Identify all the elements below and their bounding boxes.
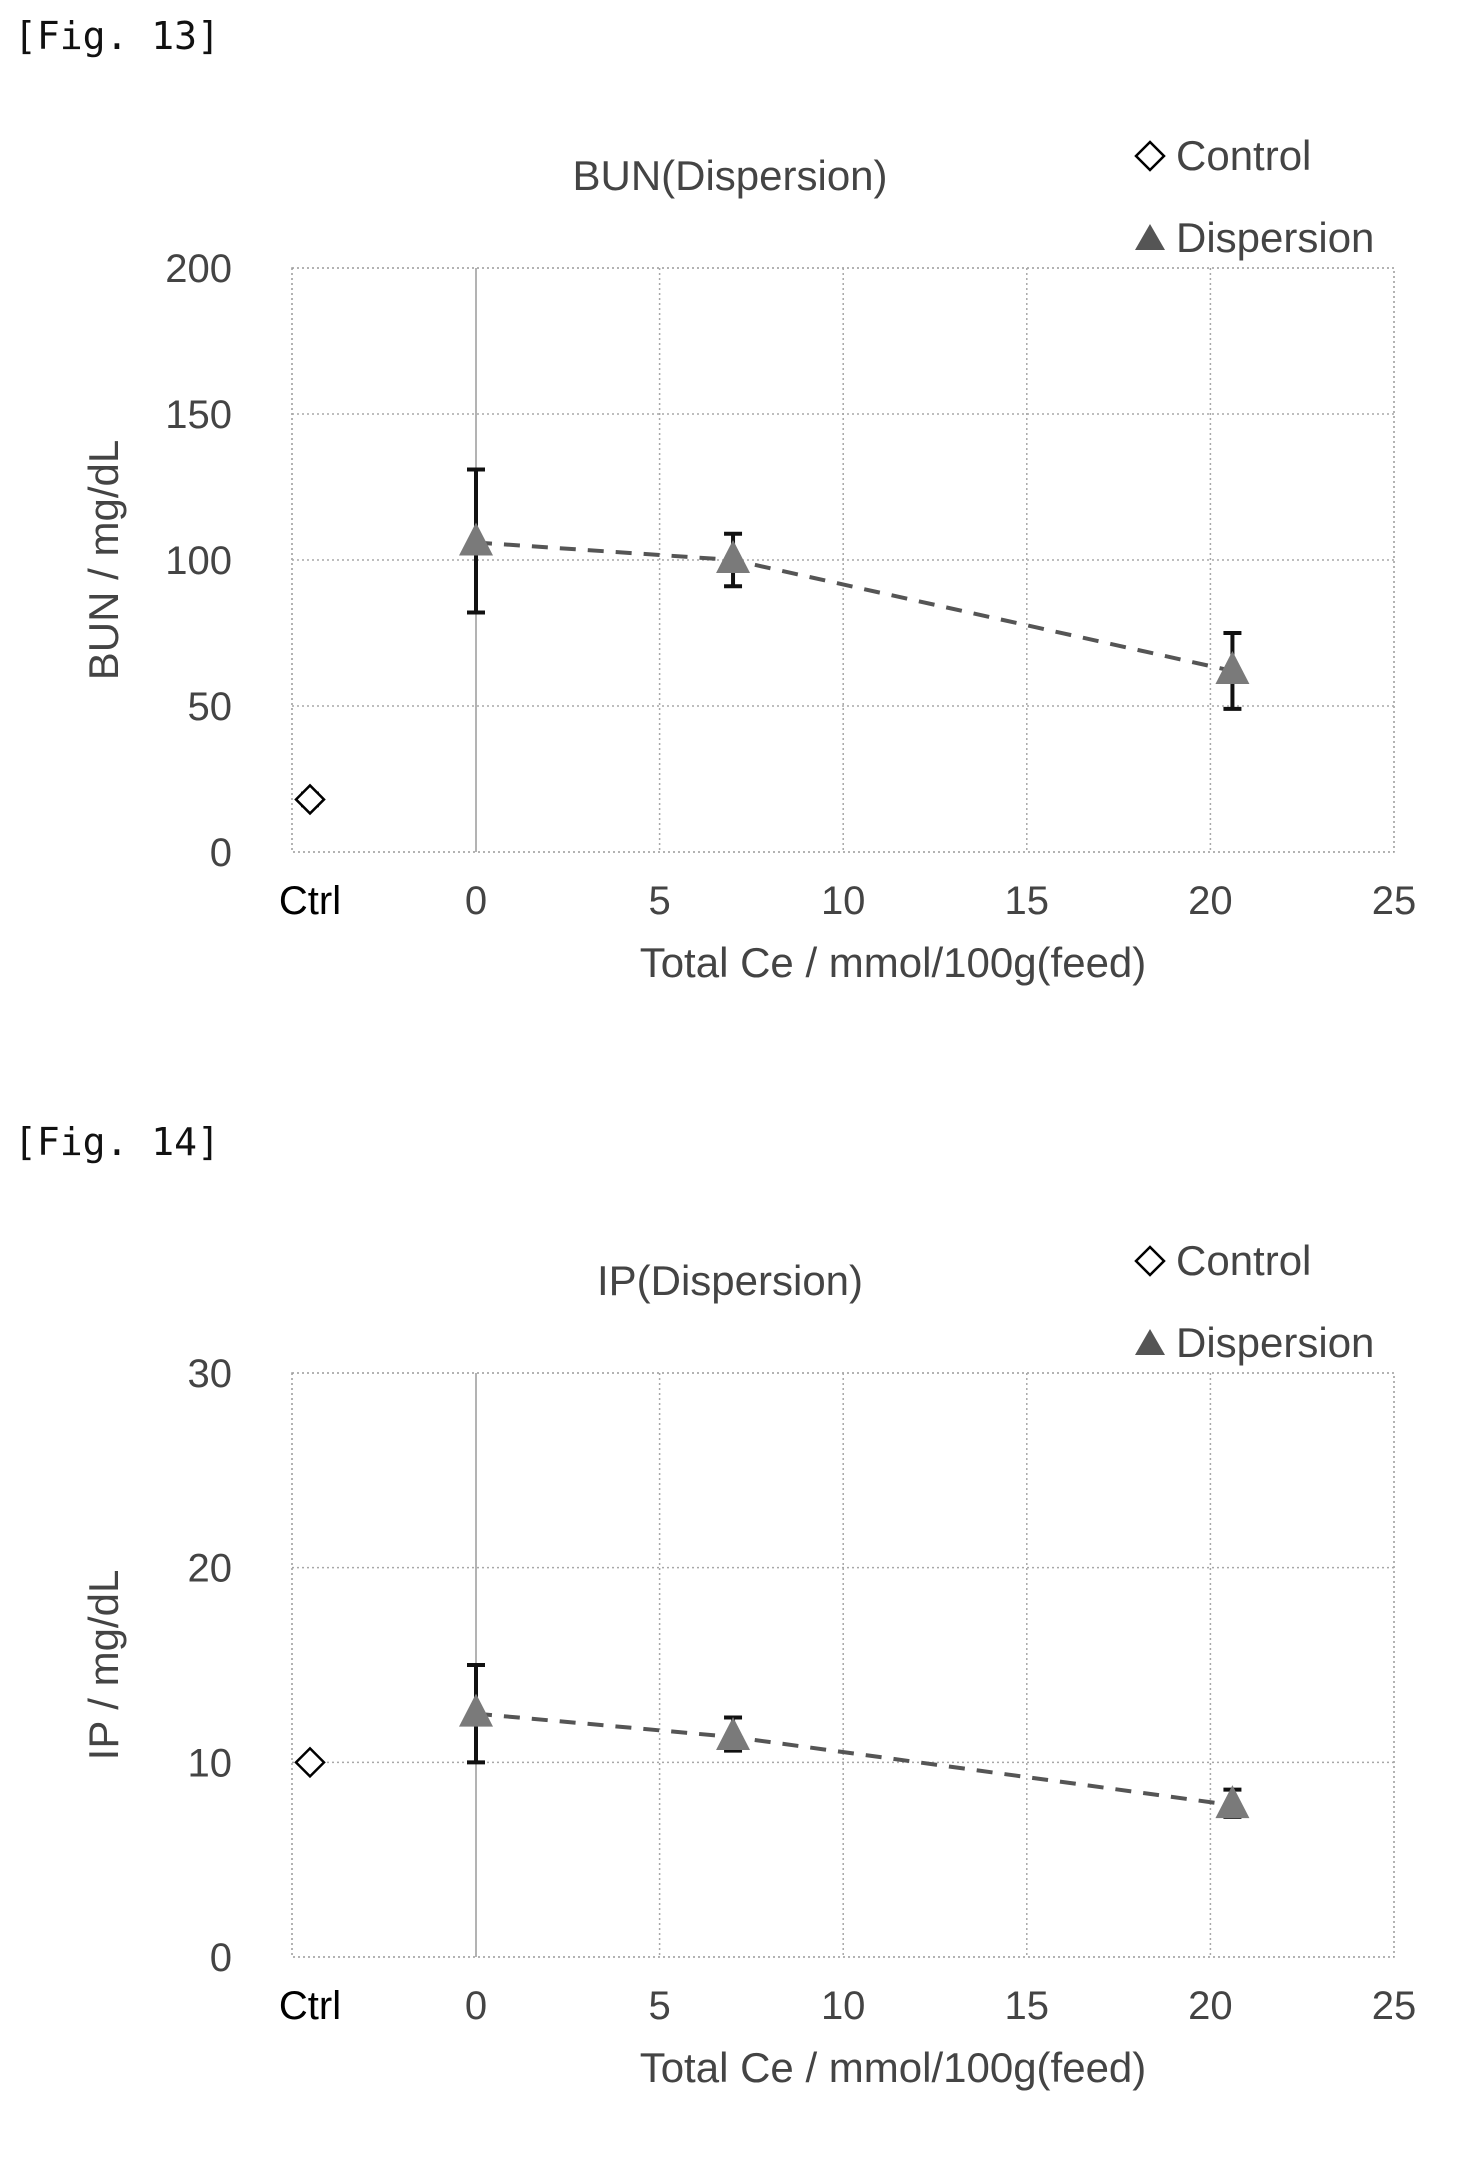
x-tick-label: 5 [648, 1984, 670, 2028]
legend-triangle-icon [1135, 1329, 1165, 1355]
x-tick-label: 20 [1188, 879, 1233, 923]
control-point [294, 783, 326, 816]
x-tick-label: 20 [1188, 1984, 1233, 2028]
chart-title: BUN(Dispersion) [572, 152, 887, 199]
dispersion-point [459, 1693, 493, 1727]
x-tick-label: 10 [821, 1984, 866, 2028]
x-tick-label: 15 [1005, 879, 1050, 923]
dispersion-point [459, 522, 493, 556]
x-tick-label: 5 [648, 879, 670, 923]
x-tick-label-ctrl: Ctrl [279, 879, 341, 923]
dispersion-trend-line [475, 540, 1233, 673]
x-tick-label: 0 [465, 1984, 487, 2028]
y-tick-label: 30 [188, 1352, 233, 1396]
x-tick-label: 25 [1372, 879, 1417, 923]
legend-label-control: Control [1176, 1237, 1311, 1284]
legend-diamond-icon [1134, 1245, 1166, 1277]
figure-14-label: [Fig. 14] [14, 1120, 220, 1164]
legend-triangle-icon [1135, 224, 1165, 250]
dispersion-point [716, 1717, 751, 1751]
chart-title: IP(Dispersion) [597, 1257, 863, 1304]
dispersion-point [1215, 1785, 1250, 1819]
figure-13-label: [Fig. 13] [14, 14, 220, 58]
y-tick-label: 0 [210, 1936, 232, 1980]
legend-label-dispersion: Dispersion [1176, 1319, 1374, 1366]
x-tick-label: 25 [1372, 1984, 1417, 2028]
x-axis-title: Total Ce / mmol/100g(feed) [640, 939, 1147, 986]
legend-label-dispersion: Dispersion [1176, 214, 1374, 261]
x-tick-label: 10 [821, 879, 866, 923]
x-tick-label-ctrl: Ctrl [279, 1984, 341, 2028]
legend-diamond-icon [1134, 140, 1166, 172]
y-tick-label: 100 [165, 539, 232, 583]
y-axis-title: IP / mg/dL [80, 1570, 127, 1761]
legend-label-control: Control [1176, 132, 1311, 179]
dispersion-point [716, 540, 751, 573]
control-point [294, 1746, 326, 1779]
y-tick-label: 50 [188, 685, 233, 729]
y-axis-title: BUN / mg/dL [80, 440, 127, 680]
x-tick-label: 15 [1005, 1984, 1050, 2028]
dispersion-trend-line [475, 1711, 1233, 1808]
dispersion-point [1215, 650, 1250, 684]
y-tick-label: 10 [188, 1741, 233, 1785]
bun-chart: 0 50 100 150 200 Ctrl 0 5 10 15 20 25 Total Ce / mmo… [80, 132, 1417, 986]
y-tick-label: 20 [188, 1547, 233, 1591]
y-tick-label: 150 [165, 393, 232, 437]
y-tick-label: 0 [210, 831, 232, 875]
x-tick-label: 0 [465, 879, 487, 923]
x-axis-title: Total Ce / mmol/100g(feed) [640, 2044, 1147, 2091]
ip-chart: 0 10 20 30 Ctrl 0 5 10 15 20 25 Total Ce / mmol/100… [80, 1237, 1417, 2091]
y-tick-label: 200 [165, 247, 232, 291]
